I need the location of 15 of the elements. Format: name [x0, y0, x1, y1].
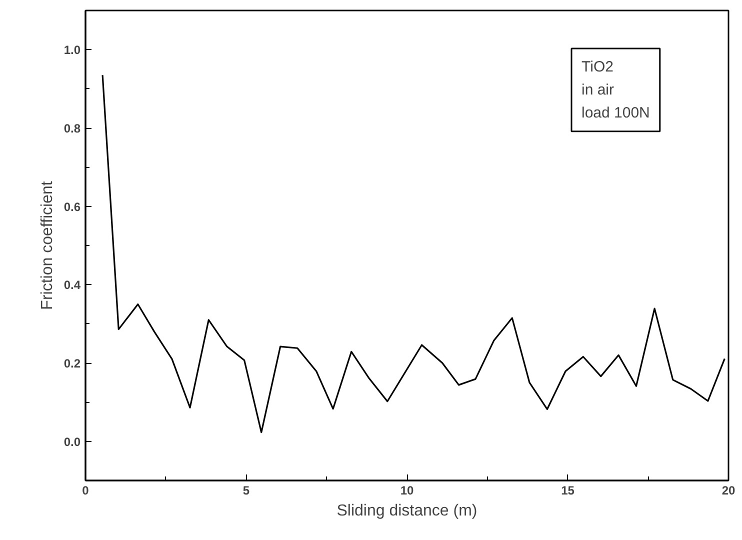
- y-tick-label: 1.0: [64, 43, 81, 58]
- y-tick-label: 0.0: [64, 434, 81, 449]
- x-tick-label: 15: [561, 484, 575, 498]
- y-tick-label: 0.8: [64, 122, 81, 136]
- y-tick-label: 0.2: [64, 356, 81, 370]
- line-series: [102, 74, 726, 434]
- annotation: TiO2 in air load 100N: [582, 58, 650, 122]
- y-axis-title: Friction coefficient: [38, 180, 56, 310]
- x-tick-label: 0: [82, 484, 90, 498]
- y-tick-label: 0.4: [64, 278, 81, 292]
- x-axis-title: Sliding distance (m): [336, 502, 478, 520]
- y-tick-label: 0.6: [64, 200, 81, 214]
- x-tick-label: 20: [722, 484, 736, 498]
- x-tick-label: 5: [242, 484, 250, 498]
- x-tick-label: 10: [400, 484, 414, 498]
